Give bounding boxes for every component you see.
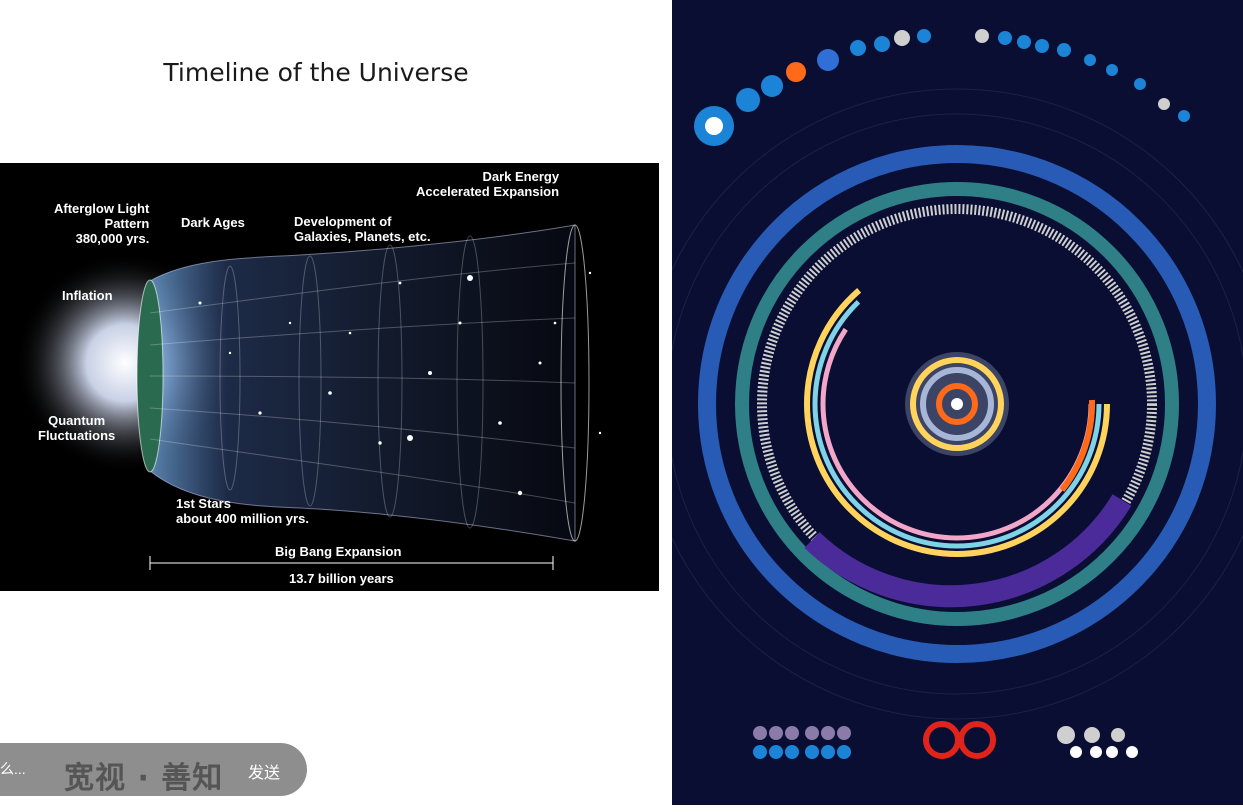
send-button[interactable]: 发送 — [248, 765, 281, 782]
cosmic-poster-graphic — [672, 0, 1243, 805]
label-first-stars: 1st Stars about 400 million yrs. — [176, 496, 309, 526]
label-age: 13.7 billion years — [289, 571, 394, 586]
label-inflation: Inflation — [62, 288, 113, 303]
label-big-bang-expansion: Big Bang Expansion — [275, 544, 402, 559]
label-dark-energy: Dark Energy Accelerated Expansion — [416, 169, 560, 199]
slide-title: Timeline of the Universe — [163, 58, 469, 87]
universe-timeline-image: Afterglow Light Pattern 380,000 yrs. Dark … — [0, 163, 659, 591]
label-dark-ages: Dark Ages — [181, 215, 245, 230]
label-quantum: Quantum Fluctuations — [38, 413, 116, 443]
chat-bar: 么... 宽视 · 善知 发送 — [0, 743, 307, 796]
cosmic-poster-image — [672, 0, 1243, 805]
label-afterglow: Afterglow Light Pattern 380,000 yrs. — [54, 201, 150, 246]
label-development: Development of Galaxies, Planets, etc. — [294, 214, 431, 244]
brand-logo: 宽视 · 善知 — [64, 761, 224, 796]
chat-input[interactable]: 么... — [0, 761, 26, 777]
universe-timeline-illustration — [0, 163, 659, 591]
